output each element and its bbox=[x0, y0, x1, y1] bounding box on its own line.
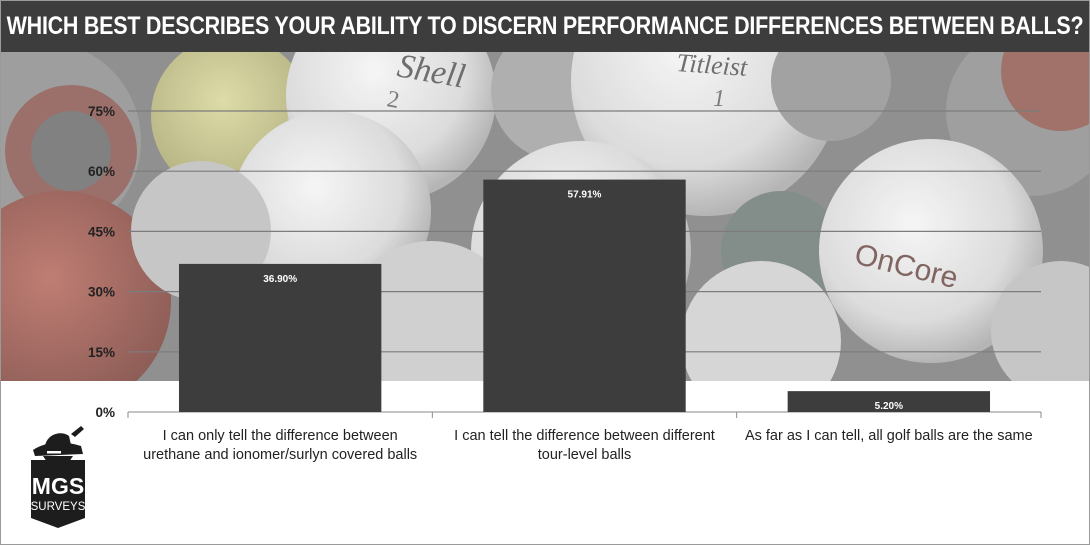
red-ball bbox=[1, 191, 171, 381]
y-tick-label: 15% bbox=[88, 345, 115, 360]
y-tick-label: 60% bbox=[88, 164, 115, 179]
spy-hat-golfer-icon bbox=[33, 426, 84, 462]
titleist-ball-print: Titleist bbox=[676, 48, 749, 82]
bar bbox=[483, 179, 686, 412]
x-category-label: As far as I can tell, all golf balls are… bbox=[745, 428, 1033, 444]
y-tick-label: 30% bbox=[88, 285, 115, 300]
chart-axis bbox=[127, 411, 1042, 418]
x-category-label: tour-level balls bbox=[538, 447, 632, 463]
y-tick-label: 0% bbox=[95, 405, 115, 420]
data-label: 36.90% bbox=[263, 274, 297, 285]
data-label: 5.20% bbox=[875, 401, 903, 412]
chart-title: WHICH BEST DESCRIBES YOUR ABILITY TO DIS… bbox=[6, 12, 1084, 40]
logo-surveys-text: SURVEYS bbox=[31, 501, 86, 513]
x-category-label: urethane and ionomer/surlyn covered ball… bbox=[143, 447, 417, 463]
titleist-ball-number: 1 bbox=[713, 86, 725, 112]
chart-labels: 0% 15% 30% 45% 60% 75% 36.90% I can only tell t… bbox=[88, 104, 1033, 463]
shell-ball-number: 2 bbox=[385, 86, 401, 114]
y-tick-label: 75% bbox=[88, 104, 115, 119]
oncore-ball bbox=[819, 139, 1043, 363]
chart-bars bbox=[178, 179, 991, 412]
logo-mgs-text: MGS bbox=[32, 473, 84, 499]
title-bar: WHICH BEST DESCRIBES YOUR ABILITY TO DIS… bbox=[1, 1, 1089, 52]
x-category-label: I can tell the difference between differ… bbox=[454, 428, 715, 444]
bar bbox=[178, 263, 382, 412]
mgs-surveys-logo: MGS SURVEYS bbox=[31, 426, 86, 528]
y-tick-label: 45% bbox=[88, 224, 115, 239]
bar bbox=[787, 391, 991, 412]
data-label: 57.91% bbox=[568, 190, 602, 201]
x-category-label: I can only tell the difference between bbox=[163, 428, 398, 444]
